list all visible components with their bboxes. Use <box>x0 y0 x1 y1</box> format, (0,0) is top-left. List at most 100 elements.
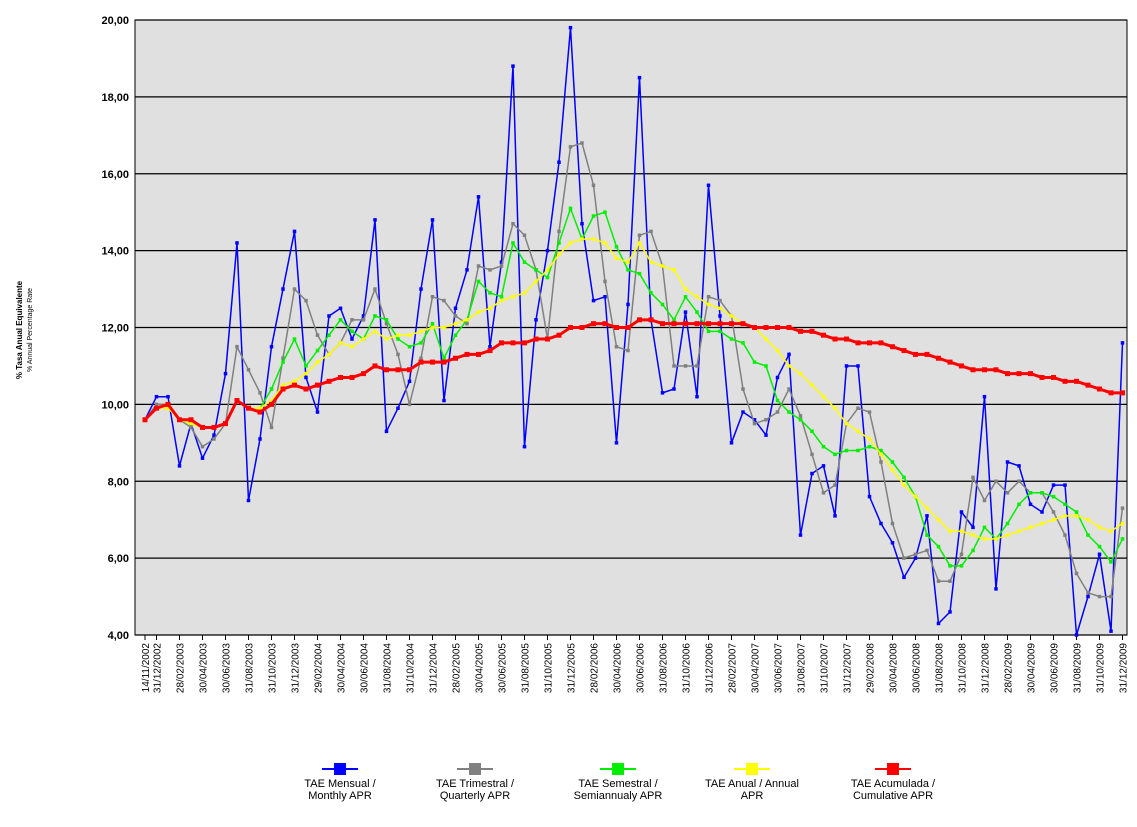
x-tick-label: 30/06/2008 <box>912 643 923 693</box>
data-point <box>763 325 769 330</box>
data-point <box>1097 386 1102 392</box>
data-point <box>1085 382 1091 388</box>
data-point <box>430 359 435 365</box>
data-point <box>729 441 734 445</box>
data-point <box>350 329 354 334</box>
legend-label: TAE Semestral / Semiannualy APR <box>573 778 663 802</box>
data-point <box>764 433 768 437</box>
data-point <box>741 410 745 414</box>
data-point <box>1005 533 1010 537</box>
data-point <box>326 378 332 384</box>
x-tick-label: 30/06/2003 <box>222 643 233 693</box>
data-point <box>626 348 630 353</box>
data-point <box>281 383 285 387</box>
data-point <box>258 406 262 410</box>
data-point <box>1120 506 1125 510</box>
data-point <box>154 402 159 407</box>
data-point <box>695 295 699 299</box>
data-point <box>349 374 355 380</box>
data-point <box>764 364 768 368</box>
data-point <box>373 218 377 222</box>
data-point <box>1028 525 1033 530</box>
data-point <box>1120 390 1125 396</box>
x-tick-label: 31/10/2005 <box>544 643 555 693</box>
data-point <box>453 314 458 318</box>
data-point <box>867 340 872 346</box>
x-tick-label: 28/02/2009 <box>1004 643 1015 693</box>
data-point <box>821 464 826 468</box>
legend-label: TAE Anual / Annual APR <box>705 778 799 802</box>
data-point <box>327 314 331 318</box>
data-point <box>752 418 757 422</box>
data-point <box>557 252 561 257</box>
data-point <box>476 279 481 284</box>
data-point <box>303 386 309 392</box>
data-point <box>269 401 274 407</box>
data-point <box>614 256 619 261</box>
data-point <box>315 410 320 414</box>
data-point <box>1051 517 1056 522</box>
data-point <box>994 479 998 483</box>
data-point <box>706 295 711 299</box>
data-point <box>890 541 895 545</box>
data-point <box>971 475 975 480</box>
data-point <box>384 367 389 373</box>
data-point <box>741 341 745 345</box>
data-point <box>499 298 504 303</box>
data-point <box>557 241 561 245</box>
data-point <box>856 448 860 453</box>
data-point <box>867 410 872 414</box>
data-point <box>1063 514 1067 518</box>
y-axis-label: % Annual Percentage Rate <box>27 288 34 372</box>
data-point <box>441 359 447 365</box>
data-point <box>798 418 803 422</box>
y-axis-label: % Tasa Anual Equivalente <box>15 280 24 379</box>
data-point <box>752 325 757 330</box>
data-point <box>833 406 837 410</box>
data-point <box>695 310 699 314</box>
data-point <box>315 382 320 388</box>
data-point <box>223 421 228 427</box>
data-point <box>281 356 285 360</box>
data-point <box>269 344 274 349</box>
data-point <box>453 355 458 361</box>
data-point <box>1074 510 1079 514</box>
data-point <box>246 498 251 503</box>
data-point <box>522 340 527 346</box>
data-point <box>396 406 400 410</box>
data-point <box>407 344 412 349</box>
x-tick-label: 31/12/2009 <box>1119 643 1130 693</box>
data-point <box>580 141 584 145</box>
data-point <box>1028 371 1033 377</box>
data-point <box>717 321 723 327</box>
data-point <box>798 371 803 376</box>
data-point <box>948 564 952 568</box>
data-point <box>591 183 596 188</box>
data-point <box>522 233 527 237</box>
data-point <box>1074 633 1079 637</box>
legend-marker <box>612 763 624 775</box>
legend-marker <box>334 763 346 775</box>
data-point <box>649 291 653 295</box>
data-point <box>660 264 665 268</box>
data-point <box>775 398 780 403</box>
x-tick-label: 31/08/2005 <box>521 643 532 693</box>
data-point <box>304 371 308 376</box>
data-point <box>1109 594 1113 599</box>
legend-marker <box>746 763 758 775</box>
data-point <box>465 268 469 272</box>
data-point <box>787 364 791 368</box>
x-tick-label: 31/08/2006 <box>659 643 670 693</box>
data-point <box>993 367 999 373</box>
data-point <box>338 306 343 311</box>
x-tick-label: 30/06/2006 <box>636 643 647 693</box>
data-point <box>453 333 458 337</box>
data-point <box>752 421 757 426</box>
data-point <box>879 452 883 457</box>
data-point <box>269 398 274 403</box>
data-point <box>476 310 481 314</box>
x-tick-label: 31/12/2008 <box>981 643 992 693</box>
data-point <box>821 491 826 495</box>
x-tick-label: 29/02/2008 <box>866 643 877 693</box>
x-tick-label: 28/02/2006 <box>590 643 601 693</box>
